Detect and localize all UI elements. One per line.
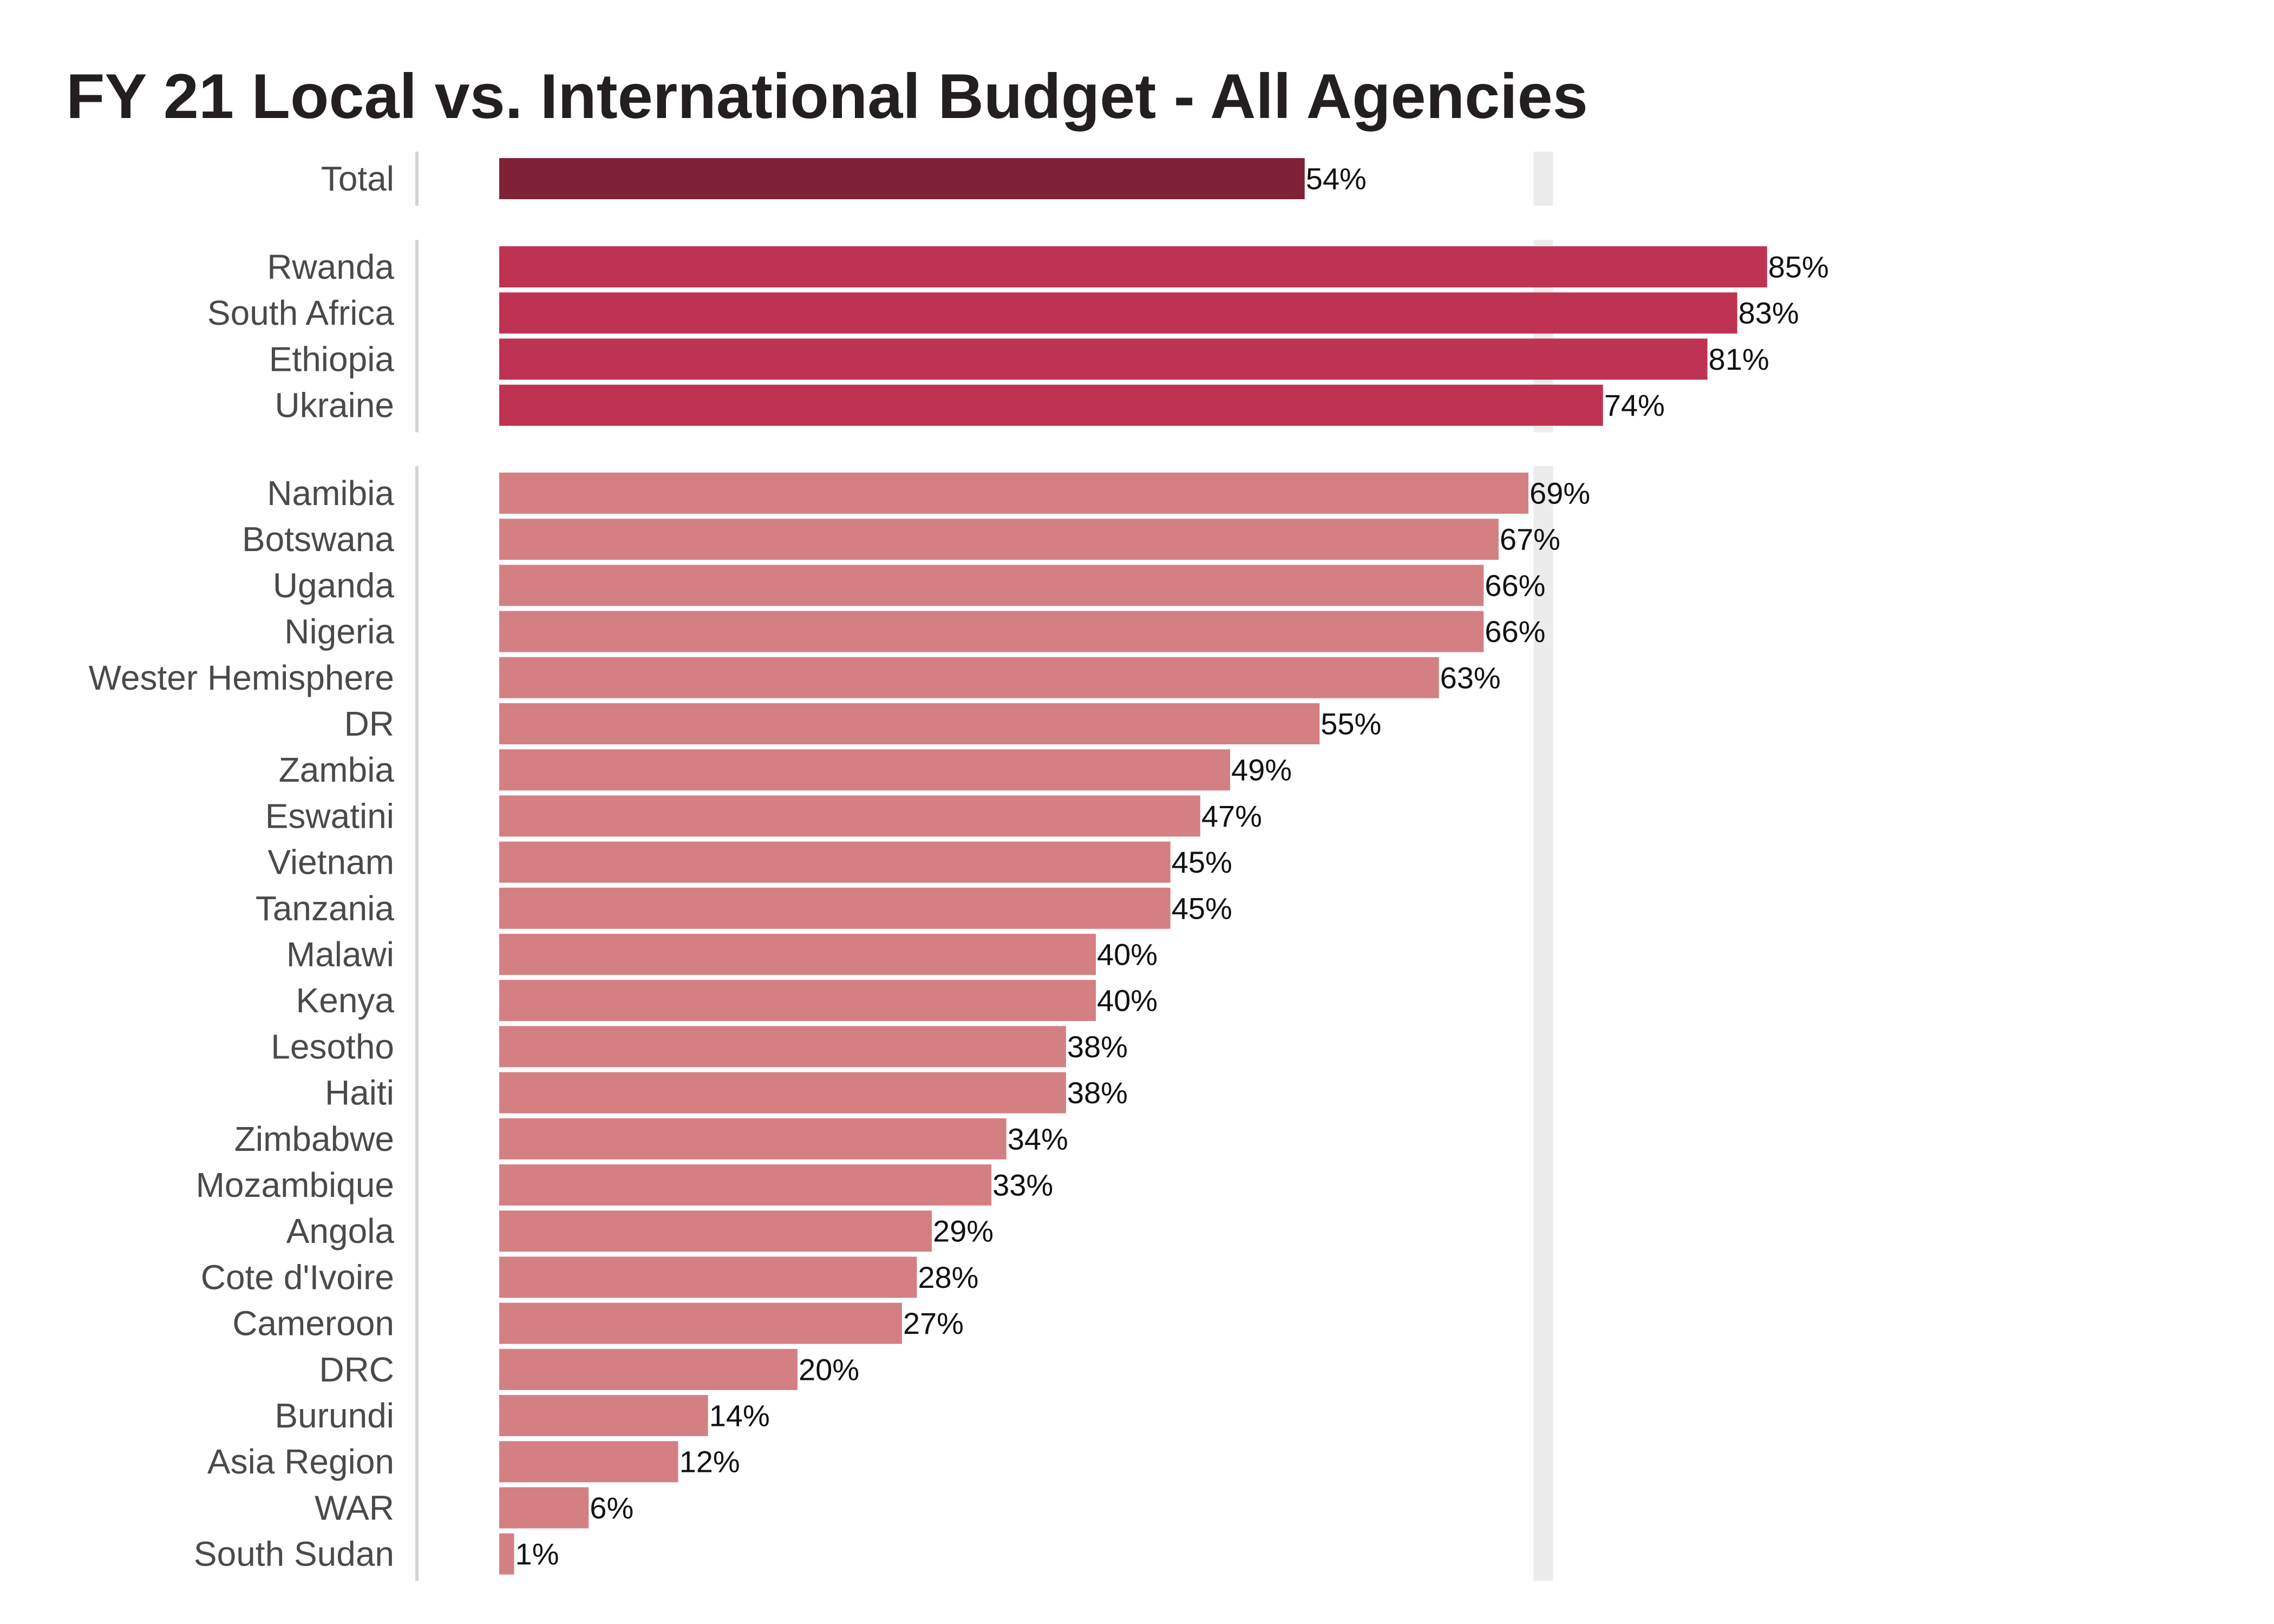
- value-label-malawi: 40%: [1097, 938, 1158, 972]
- bar-eswatini: [499, 795, 1200, 837]
- value-label-lesotho: 38%: [1067, 1030, 1128, 1064]
- value-label-war: 6%: [590, 1491, 633, 1525]
- bar-zambia: [499, 749, 1230, 791]
- category-label-vietnam: Vietnam: [267, 843, 394, 882]
- bar-cameroon: [499, 1302, 902, 1344]
- category-label-botswana: Botswana: [242, 520, 394, 559]
- value-label-nigeria: 66%: [1485, 614, 1545, 649]
- value-label-haiti: 38%: [1067, 1076, 1128, 1110]
- reference-band-other-group: [1533, 466, 1553, 1581]
- bar-mozambique: [499, 1164, 992, 1206]
- value-label-ukraine: 74%: [1604, 388, 1665, 422]
- category-label-lesotho: Lesotho: [271, 1027, 394, 1066]
- bar-burundi: [499, 1395, 708, 1436]
- bar-haiti: [499, 1072, 1066, 1114]
- category-label-mozambique: Mozambique: [196, 1165, 394, 1204]
- category-label-total: Total: [321, 159, 394, 198]
- category-label-wester-hemisphere: Wester Hemisphere: [89, 658, 394, 697]
- category-label-south-sudan: South Sudan: [194, 1535, 394, 1574]
- category-label-angola: Angola: [286, 1212, 395, 1250]
- category-label-ethiopia: Ethiopia: [269, 339, 395, 378]
- bar-wester-hemisphere: [499, 657, 1439, 698]
- bar-ethiopia: [499, 338, 1708, 380]
- value-label-wester-hemisphere: 63%: [1440, 660, 1501, 695]
- category-label-asia-region: Asia Region: [207, 1442, 394, 1481]
- category-label-dr: DR: [344, 704, 394, 743]
- category-label-drc: DRC: [319, 1350, 394, 1389]
- category-label-rwanda: Rwanda: [267, 247, 394, 286]
- value-label-drc: 20%: [799, 1352, 859, 1386]
- value-label-namibia: 69%: [1530, 476, 1590, 510]
- bar-kenya: [499, 980, 1096, 1021]
- bar-rwanda: [499, 246, 1767, 287]
- category-label-namibia: Namibia: [267, 474, 394, 513]
- bar-war: [499, 1487, 589, 1529]
- value-label-ethiopia: 81%: [1709, 342, 1769, 376]
- bar-lesotho: [499, 1026, 1066, 1068]
- value-label-cameroon: 27%: [903, 1306, 964, 1340]
- bar-nigeria: [499, 611, 1484, 652]
- axis-line-other-group: [415, 466, 419, 1581]
- value-label-vietnam: 45%: [1172, 845, 1232, 879]
- category-label-cameroon: Cameroon: [232, 1304, 394, 1343]
- bar-vietnam: [499, 841, 1171, 883]
- value-label-mozambique: 33%: [992, 1168, 1053, 1202]
- category-label-zambia: Zambia: [279, 750, 395, 789]
- category-label-haiti: Haiti: [325, 1073, 394, 1112]
- category-label-kenya: Kenya: [296, 981, 395, 1020]
- bar-drc: [499, 1348, 798, 1390]
- bar-angola: [499, 1210, 932, 1252]
- bar-botswana: [499, 519, 1499, 560]
- value-label-rwanda: 85%: [1768, 250, 1829, 284]
- category-label-burundi: Burundi: [275, 1396, 394, 1435]
- value-label-zambia: 49%: [1231, 753, 1292, 787]
- bar-uganda: [499, 565, 1484, 606]
- value-label-tanzania: 45%: [1172, 891, 1232, 925]
- bar-zimbabwe: [499, 1118, 1007, 1160]
- value-label-dr: 55%: [1321, 707, 1381, 741]
- category-label-south-africa: South Africa: [207, 293, 395, 332]
- category-label-eswatini: Eswatini: [265, 796, 394, 835]
- category-label-nigeria: Nigeria: [284, 612, 394, 651]
- value-label-kenya: 40%: [1097, 984, 1158, 1018]
- value-label-burundi: 14%: [709, 1399, 770, 1433]
- bar-south-sudan: [499, 1533, 514, 1575]
- bar-tanzania: [499, 887, 1171, 929]
- category-label-war: WAR: [315, 1488, 394, 1527]
- bar-total: [499, 158, 1305, 199]
- value-label-botswana: 67%: [1500, 522, 1560, 556]
- reference-band-total: [1533, 152, 1553, 206]
- value-label-total: 54%: [1306, 162, 1367, 196]
- value-label-zimbabwe: 34%: [1008, 1122, 1068, 1156]
- bar-ukraine: [499, 384, 1603, 426]
- bar-asia-region: [499, 1441, 678, 1483]
- value-label-cote-d-ivoire: 28%: [918, 1260, 978, 1294]
- category-label-tanzania: Tanzania: [256, 889, 395, 928]
- axis-line-total: [415, 152, 419, 206]
- value-label-asia-region: 12%: [679, 1445, 740, 1479]
- value-label-eswatini: 47%: [1201, 799, 1262, 833]
- bar-cote-d-ivoire: [499, 1256, 917, 1298]
- bar-south-africa: [499, 292, 1737, 334]
- bar-dr: [499, 703, 1320, 744]
- chart-title: FY 21 Local vs. International Budget - A…: [66, 61, 1588, 132]
- value-label-uganda: 66%: [1485, 568, 1545, 603]
- category-label-cote-d-ivoire: Cote d'Ivoire: [201, 1258, 394, 1296]
- value-label-south-sudan: 1%: [515, 1537, 559, 1571]
- bar-namibia: [499, 473, 1528, 514]
- category-label-ukraine: Ukraine: [275, 386, 394, 425]
- category-label-malawi: Malawi: [286, 935, 394, 974]
- bar-malawi: [499, 934, 1096, 975]
- value-label-south-africa: 83%: [1739, 296, 1799, 330]
- axis-line-top-group: [415, 240, 419, 433]
- value-label-angola: 29%: [933, 1214, 994, 1248]
- category-label-uganda: Uganda: [273, 566, 395, 605]
- category-label-zimbabwe: Zimbabwe: [234, 1119, 394, 1158]
